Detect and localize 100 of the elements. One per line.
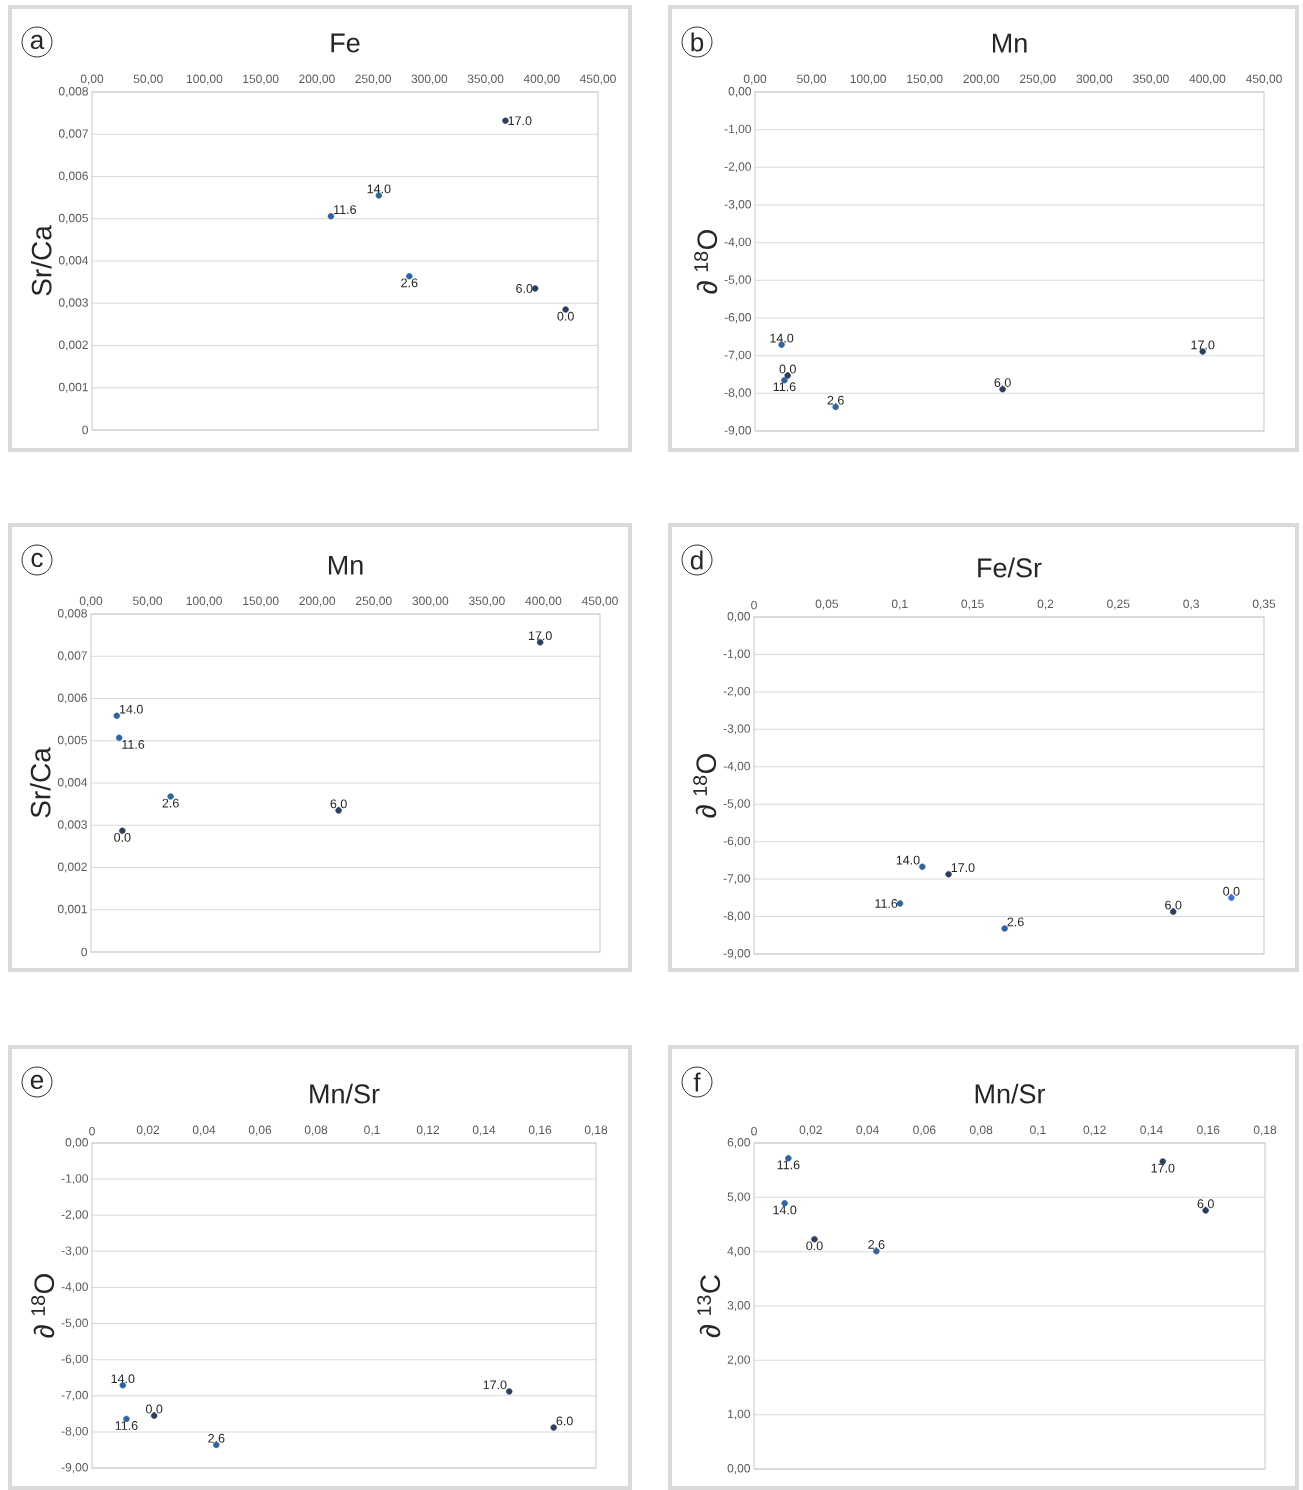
x-tick-label: 0,14 bbox=[472, 1125, 496, 1136]
x-tick-label: 0,25 bbox=[1107, 599, 1130, 610]
y-axis-title: ∂ $^{18}$O bbox=[694, 229, 718, 294]
y-tick-label: 0 bbox=[82, 425, 88, 435]
y-tick-label: -6,00 bbox=[61, 1354, 88, 1365]
x-tick-label: 0,14 bbox=[1140, 1125, 1163, 1136]
x-tick-label: 0,3 bbox=[1183, 599, 1199, 610]
x-tick-label: 0,00 bbox=[743, 74, 767, 85]
chart-title: Fe/Sr bbox=[978, 557, 1042, 578]
annotation: 11.6 bbox=[777, 1160, 800, 1170]
y-tick-label: 0,007 bbox=[58, 129, 88, 140]
y-tick-label: 0,006 bbox=[58, 171, 88, 182]
annotation: 17.0 bbox=[528, 631, 552, 641]
x-tick-label: 0,06 bbox=[248, 1125, 272, 1136]
y-axis-title: Sr/Ca bbox=[31, 225, 52, 296]
x-tick-label: 200,00 bbox=[299, 596, 336, 607]
y-tick-label: 0,008 bbox=[58, 87, 88, 97]
point bbox=[919, 863, 926, 870]
annotation: 0.0 bbox=[779, 364, 796, 374]
y-tick-label: 0,00 bbox=[65, 1138, 88, 1148]
x-tick-label: 0,1 bbox=[1030, 1125, 1046, 1136]
annotation: 14.0 bbox=[773, 1205, 797, 1215]
point bbox=[1001, 925, 1008, 932]
annotation: 6.0 bbox=[1165, 900, 1182, 910]
y-tick-label: 0,00 bbox=[727, 612, 751, 622]
y-tick-label: -5,00 bbox=[723, 799, 751, 810]
point bbox=[113, 712, 120, 720]
annotation: 2.6 bbox=[162, 798, 179, 808]
text: d bbox=[690, 550, 703, 570]
text: c bbox=[31, 552, 43, 568]
y-tick-label: 0,003 bbox=[58, 298, 88, 309]
y-axis-title: ∂ $^{18}$O bbox=[31, 1274, 55, 1338]
x-tick-label: 0,18 bbox=[584, 1125, 608, 1136]
annotation: 11.6 bbox=[122, 740, 145, 749]
annotation: 0.0 bbox=[114, 832, 131, 842]
x-tick-label: 350,00 bbox=[468, 596, 505, 607]
y-tick-label: -6,00 bbox=[723, 836, 751, 847]
x-tick-label: 0 bbox=[89, 1126, 95, 1136]
x-tick-label: 50,00 bbox=[133, 596, 163, 607]
annotation: 0.0 bbox=[1223, 886, 1240, 896]
y-axis-title: ∂ $^{13}$C bbox=[697, 1275, 721, 1338]
x-tick-label: 400,00 bbox=[525, 596, 562, 607]
text: a bbox=[30, 34, 45, 50]
x-tick-label: 400,00 bbox=[1189, 74, 1226, 85]
x-tick-label: 0,02 bbox=[799, 1125, 822, 1136]
x-tick-label: 100,00 bbox=[187, 74, 223, 85]
annotation: 17.0 bbox=[1191, 340, 1215, 350]
x-tick-label: 350,00 bbox=[1133, 74, 1169, 85]
y-tick-label: 0,006 bbox=[57, 693, 87, 704]
y-tick-label: 0,00 bbox=[727, 1464, 751, 1474]
x-tick-label: 0,04 bbox=[856, 1125, 879, 1136]
annotation: 14.0 bbox=[770, 333, 794, 343]
annotation: 0.0 bbox=[557, 311, 574, 321]
annotation: 17.0 bbox=[1151, 1163, 1175, 1173]
text: b bbox=[691, 32, 704, 52]
y-tick-label: -2,00 bbox=[61, 1210, 88, 1221]
y-tick-label: 0,001 bbox=[57, 904, 87, 915]
y-tick-label: 0,002 bbox=[58, 340, 88, 351]
text: e bbox=[30, 1074, 44, 1090]
x-tick-label: 0,16 bbox=[528, 1125, 552, 1136]
x-tick-label: 400,00 bbox=[523, 74, 560, 85]
annotation: 6.0 bbox=[1197, 1199, 1214, 1209]
y-tick-label: 0,003 bbox=[57, 820, 87, 831]
x-tick-label: 450,00 bbox=[1245, 74, 1282, 85]
chart-title: Mn bbox=[992, 33, 1027, 53]
y-tick-label: -1,00 bbox=[723, 649, 751, 660]
point bbox=[327, 213, 335, 220]
annotation: 14.0 bbox=[367, 184, 391, 194]
y-tick-label: -9,00 bbox=[723, 949, 751, 959]
y-tick-label: -4,00 bbox=[61, 1282, 88, 1293]
x-tick-label: 450,00 bbox=[581, 596, 618, 607]
y-tick-label: -1,00 bbox=[61, 1174, 88, 1185]
annotation: 0.0 bbox=[145, 1404, 163, 1414]
point bbox=[945, 871, 952, 878]
point bbox=[550, 1424, 557, 1431]
x-tick-label: 450,00 bbox=[579, 74, 616, 85]
annotation: 2.6 bbox=[208, 1433, 225, 1443]
y-tick-label: -9,00 bbox=[724, 426, 752, 436]
y-tick-label: -7,00 bbox=[724, 350, 752, 361]
x-tick-label: 100,00 bbox=[186, 596, 222, 607]
y-tick-label: 1,00 bbox=[728, 1409, 751, 1420]
x-tick-label: 50,00 bbox=[797, 74, 827, 85]
x-tick-label: 150,00 bbox=[243, 74, 279, 85]
y-tick-label: 0 bbox=[81, 947, 87, 957]
y-tick-label: -8,00 bbox=[61, 1426, 88, 1437]
annotation: 6.0 bbox=[994, 378, 1011, 387]
annotation: 11.6 bbox=[334, 205, 356, 215]
x-tick-label: 0,02 bbox=[136, 1125, 160, 1136]
y-tick-label: 0,001 bbox=[58, 382, 88, 393]
chart-title: Mn bbox=[328, 555, 363, 575]
x-tick-label: 0,06 bbox=[913, 1125, 936, 1136]
chart-title: Mn/Sr bbox=[975, 1083, 1046, 1104]
y-tick-label: 0,005 bbox=[57, 735, 87, 746]
annotation: 17.0 bbox=[508, 116, 532, 126]
y-tick-label: 2,00 bbox=[727, 1355, 751, 1366]
y-tick-label: -8,00 bbox=[723, 911, 751, 922]
y-tick-label: 0,007 bbox=[57, 651, 87, 662]
y-tick-label: 0,005 bbox=[58, 213, 88, 224]
y-tick-label: 5,00 bbox=[727, 1192, 751, 1203]
chart-title: Fe bbox=[331, 33, 360, 53]
